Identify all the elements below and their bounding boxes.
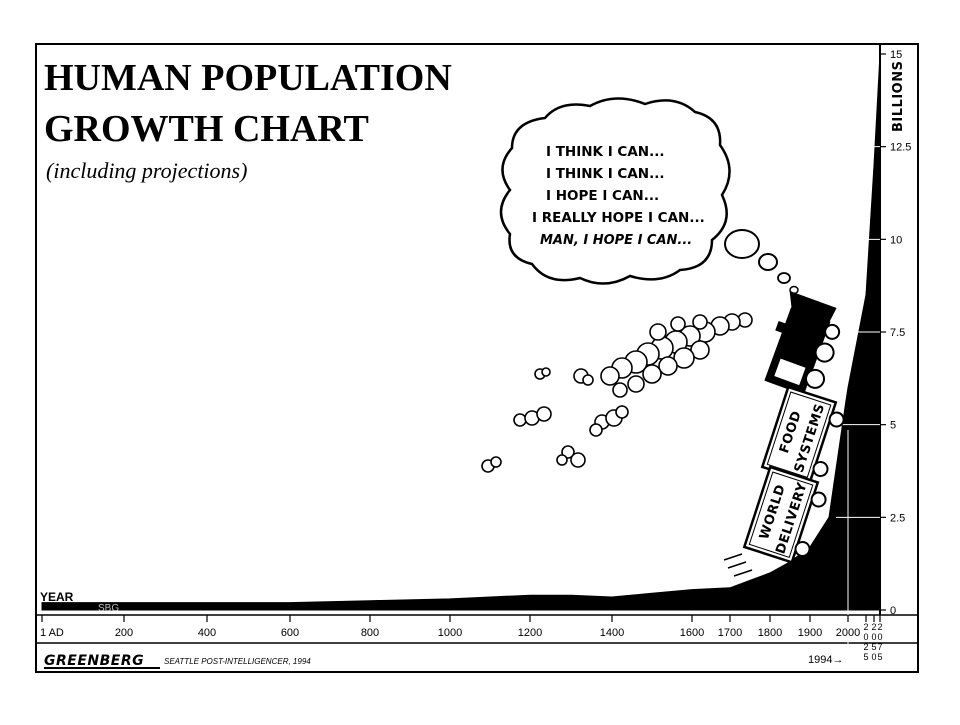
chart-subtitle: (including projections) (46, 158, 247, 183)
x-tick-label: 600 (281, 627, 299, 639)
watermark: SBG (98, 603, 119, 614)
x-tick-label: 1600 (680, 627, 704, 639)
thought-line-4: I REALLY HOPE I CAN... (532, 210, 705, 226)
motion-lines (723, 553, 759, 585)
y-tick-label: 12.5 (890, 142, 911, 154)
population-area (41, 53, 881, 611)
x-tick-label-char: 2 (871, 622, 876, 632)
publication-credit: SEATTLE POST-INTELLIGENCER, 1994 (164, 657, 311, 666)
x-axis-label: YEAR (40, 590, 74, 604)
x-tick-label: 200 (115, 627, 133, 639)
bubble-cloud (499, 97, 731, 285)
smoke-cloud (481, 312, 753, 473)
x-tick-label: 1800 (758, 627, 782, 639)
y-tick-label: 0 (890, 605, 896, 617)
y-tick-label: 15 (890, 49, 902, 61)
x-tick-label: 1700 (718, 627, 742, 639)
x-tick-label: 1400 (600, 627, 624, 639)
bubble-puff-1 (724, 229, 760, 259)
ticks-group: 1 AD 200 400 600 800 1000 1200 1400 1600 1700 1800… (40, 49, 911, 662)
artist-signature: GREENBERG (44, 653, 144, 669)
thought-line-3: I HOPE I CAN... (546, 188, 659, 204)
thought-bubble: I THINK I CAN... I THINK I CAN... I HOPE… (499, 97, 806, 304)
x-tick-label-char: 5 (863, 652, 868, 662)
thought-line-5: MAN, I HOPE I CAN... (540, 233, 692, 248)
thought-line-2: I THINK I CAN... (546, 166, 664, 182)
x-tick-label-char: 2 (863, 622, 868, 632)
x-tick-label-char: 5 (877, 652, 882, 662)
x-tick-label-char: 2 (877, 622, 882, 632)
y-tick-label: 7.5 (890, 327, 905, 339)
x-tick-label-char: 0 (871, 632, 876, 642)
x-tick-label: 1 AD (40, 627, 64, 639)
train: FOOD SYSTEMS WORLD DELIVERY (723, 290, 845, 585)
y-axis-label: BILLIONS (891, 61, 906, 132)
bubble-puff-3 (777, 272, 791, 284)
x-tick-label-char: 0 (863, 632, 868, 642)
chart-title-line2: GROWTH CHART (44, 108, 369, 150)
y-tick-label: 10 (890, 234, 902, 246)
y-tick-label: 5 (890, 420, 896, 432)
x-tick-label: 800 (361, 627, 379, 639)
locomotive (764, 290, 841, 396)
thought-line-1: I THINK I CAN... (546, 144, 664, 160)
x-tick-label: 1900 (798, 627, 822, 639)
x-tick-label: 1000 (438, 627, 462, 639)
x-tick-label-char: 0 (871, 652, 876, 662)
x-tick-label: 400 (198, 627, 216, 639)
x-tick-label-char: 5 (871, 642, 876, 652)
x-tick-label: 1200 (518, 627, 542, 639)
x-tick-label-char: 0 (877, 632, 882, 642)
x-tick-label-char: 7 (877, 642, 882, 652)
marker-1994-label: 1994→ (808, 654, 843, 666)
y-tick-label: 2.5 (890, 512, 905, 524)
x-tick-label-char: 2 (863, 642, 868, 652)
bubble-puff-2 (758, 253, 778, 271)
chart-title-line1: HUMAN POPULATION (44, 57, 452, 99)
outer-frame (35, 43, 919, 673)
train-car-world-delivery: WORLD DELIVERY (742, 465, 827, 564)
x-tick-label: 2000 (836, 627, 860, 639)
